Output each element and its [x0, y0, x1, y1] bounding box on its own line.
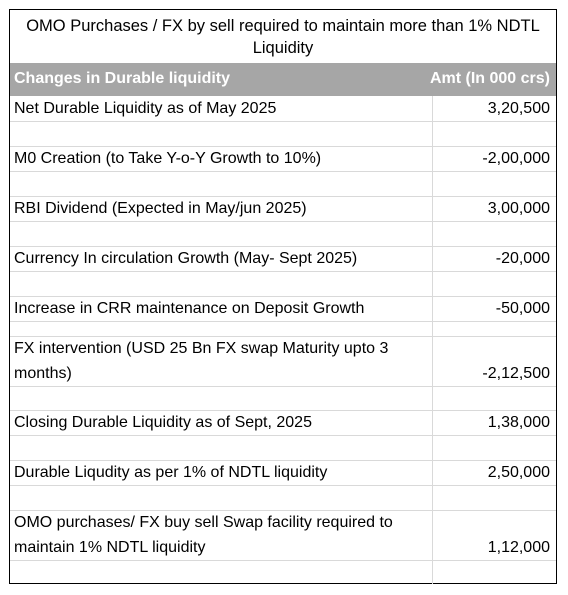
row-label: M0 Creation (to Take Y-o-Y Growth to 10%…: [14, 150, 322, 167]
row-amount: 3,20,500: [487, 100, 550, 117]
table-row: M0 Creation (to Take Y-o-Y Growth to 10%…: [10, 146, 556, 171]
row-divider: [10, 560, 556, 561]
row-divider: [10, 410, 556, 411]
row-amount: 2,50,000: [487, 464, 550, 481]
row-amount: -50,000: [495, 300, 550, 317]
header-amount: Amt (In 000 crs): [429, 70, 550, 87]
row-divider: [10, 246, 556, 247]
row-label: OMO purchases/ FX buy sell Swap facility…: [14, 514, 393, 556]
row-amount: 1,38,000: [487, 414, 550, 431]
table-row: Closing Durable Liquidity as of Sept, 20…: [10, 410, 556, 435]
row-label: RBI Dividend (Expected in May/jun 2025): [14, 200, 307, 217]
row-divider: [10, 221, 556, 222]
row-divider: [10, 171, 556, 172]
row-divider: [10, 321, 556, 322]
table-row: Increase in CRR maintenance on Deposit G…: [10, 296, 556, 321]
row-divider: [10, 196, 556, 197]
row-label: Durable Liqudity as per 1% of NDTL liqui…: [14, 464, 328, 481]
table-row: Currency In circulation Growth (May- Sep…: [10, 246, 556, 271]
row-divider: [10, 435, 556, 436]
row-divider: [10, 460, 556, 461]
row-divider: [10, 336, 556, 337]
header-changes: Changes in Durable liquidity: [14, 70, 231, 87]
row-divider: [10, 296, 556, 297]
row-amount: -2,12,500: [482, 365, 550, 382]
column-divider: [432, 96, 433, 584]
table-row: OMO purchases/ FX buy sell Swap facility…: [10, 510, 556, 560]
row-amount: 1,12,000: [487, 539, 550, 556]
table-row: FX intervention (USD 25 Bn FX swap Matur…: [10, 336, 556, 386]
row-label: FX intervention (USD 25 Bn FX swap Matur…: [14, 340, 389, 382]
table-header: Changes in Durable liquidity Amt (In 000…: [10, 63, 556, 96]
row-divider: [10, 271, 556, 272]
row-label: Currency In circulation Growth (May- Sep…: [14, 250, 358, 267]
row-label: Increase in CRR maintenance on Deposit G…: [14, 300, 365, 317]
table-title: OMO Purchases / FX by sell required to m…: [26, 17, 540, 57]
table-row: Durable Liqudity as per 1% of NDTL liqui…: [10, 460, 556, 485]
table-row: RBI Dividend (Expected in May/jun 2025) …: [10, 196, 556, 221]
row-label: Closing Durable Liquidity as of Sept, 20…: [14, 414, 312, 431]
row-amount: -2,00,000: [482, 150, 550, 167]
row-divider: [10, 485, 556, 486]
table-row: Net Durable Liquidity as of May 2025 3,2…: [10, 96, 556, 121]
liquidity-table: OMO Purchases / FX by sell required to m…: [9, 9, 557, 584]
row-divider: [10, 510, 556, 511]
row-divider: [10, 121, 556, 122]
row-divider: [10, 146, 556, 147]
row-amount: -20,000: [495, 250, 550, 267]
row-divider: [10, 386, 556, 387]
row-amount: 3,00,000: [487, 200, 550, 217]
row-label: Net Durable Liquidity as of May 2025: [14, 100, 277, 117]
